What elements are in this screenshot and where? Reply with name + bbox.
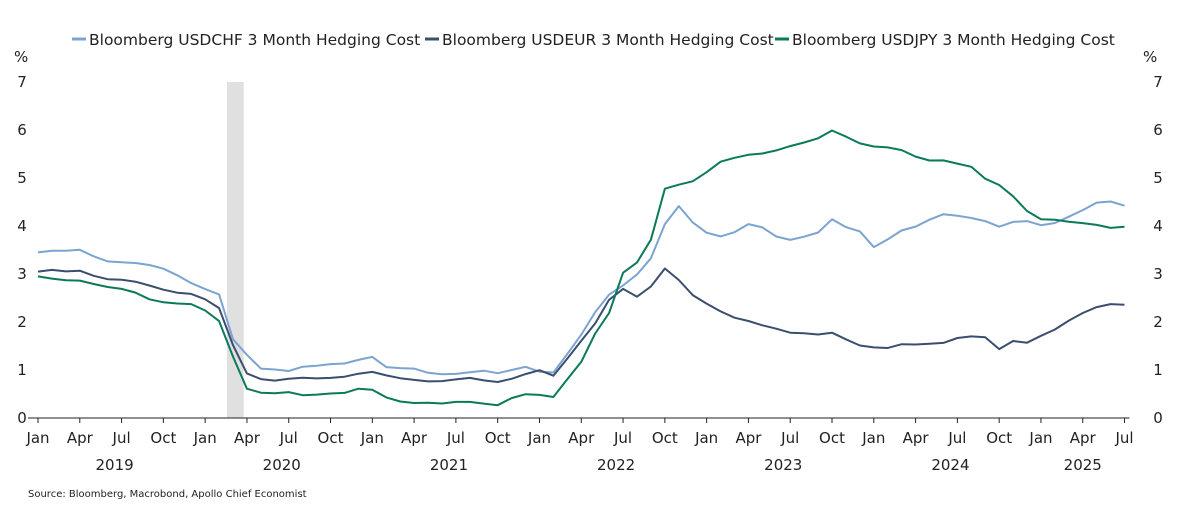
y-tick-label-right: 2 (1153, 313, 1163, 331)
legend-label: Bloomberg USDCHF 3 Month Hedging Cost (89, 31, 420, 49)
x-tick-label: Apr (903, 429, 930, 447)
x-tick-label: Jan (694, 429, 718, 447)
x-tick-label: Jul (613, 429, 632, 447)
legend-label: Bloomberg USDJPY 3 Month Hedging Cost (792, 31, 1115, 49)
year-label: 2025 (1064, 456, 1102, 474)
y-tick-label-right: 4 (1153, 217, 1163, 235)
x-tick-label: Oct (986, 429, 1012, 447)
x-tick-label: Apr (568, 429, 595, 447)
source-note: Source: Bloomberg, Macrobond, Apollo Chi… (28, 489, 307, 500)
y-tick-label-right: 6 (1153, 121, 1163, 139)
x-tick-label: Jul (780, 429, 799, 447)
x-tick-label: Oct (485, 429, 511, 447)
x-tick-label: Oct (150, 429, 176, 447)
x-tick-label: Apr (401, 429, 428, 447)
y-axis-unit-left: % (14, 48, 28, 66)
x-tick-label: Apr (67, 429, 94, 447)
y-tick-label-right: 1 (1153, 361, 1163, 379)
year-label: 2019 (96, 456, 134, 474)
x-tick-label: Jul (1114, 429, 1133, 447)
x-tick-label: Jan (193, 429, 217, 447)
x-tick-label: Apr (234, 429, 261, 447)
series-line-usdjpy (37, 129, 1125, 407)
x-tick-label: Jan (25, 429, 49, 447)
recession-shading (226, 82, 244, 418)
y-tick-label-left: 2 (17, 313, 27, 331)
year-label: 2024 (931, 456, 969, 474)
x-tick-label: Jan (360, 429, 384, 447)
x-tick-label: Jan (1028, 429, 1052, 447)
x-tick-label: Oct (819, 429, 845, 447)
series-line-usdchf (37, 200, 1125, 376)
x-tick-label: Apr (1070, 429, 1097, 447)
x-tick-label: Oct (318, 429, 344, 447)
y-tick-label-right: 5 (1153, 169, 1163, 187)
y-tick-label-left: 6 (17, 121, 27, 139)
year-label: 2022 (597, 456, 635, 474)
y-tick-label-right: 7 (1153, 73, 1163, 91)
x-tick-label: Jan (527, 429, 551, 447)
y-tick-label-right: 3 (1153, 265, 1163, 283)
legend: Bloomberg USDCHF 3 Month Hedging Cost Blo… (72, 31, 1115, 49)
y-tick-label-right: 0 (1153, 409, 1163, 427)
x-tick-label: Jul (947, 429, 966, 447)
y-tick-label-left: 1 (17, 361, 27, 379)
x-tick-label: Oct (652, 429, 678, 447)
year-label: 2020 (263, 456, 301, 474)
y-axis-unit-right: % (1143, 48, 1157, 66)
y-tick-label-left: 0 (17, 409, 27, 427)
year-label: 2021 (430, 456, 468, 474)
y-tick-label-left: 5 (17, 169, 27, 187)
y-tick-label-left: 7 (17, 73, 27, 91)
series-line-usdeur (37, 267, 1125, 383)
x-tick-label: Jul (112, 429, 131, 447)
y-tick-label-left: 4 (17, 217, 27, 235)
x-tick-label: Jul (446, 429, 465, 447)
y-tick-label-left: 3 (17, 265, 27, 283)
legend-label: Bloomberg USDEUR 3 Month Hedging Cost (442, 31, 774, 49)
year-label: 2023 (764, 456, 802, 474)
x-tick-label: Apr (735, 429, 762, 447)
x-tick-label: Jan (861, 429, 885, 447)
x-tick-label: Jul (279, 429, 298, 447)
